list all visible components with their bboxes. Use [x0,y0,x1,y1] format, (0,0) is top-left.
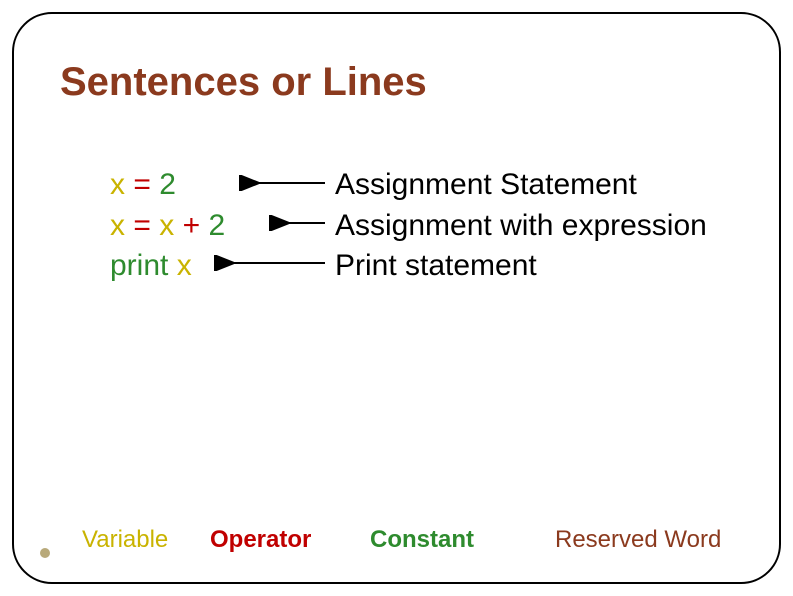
desc-3: Print statement [335,246,707,287]
op-eq: = [133,168,151,201]
code-line-1: x = 2 [110,165,225,206]
op-plus: + [183,209,201,242]
legend-constant: Constant [370,526,474,554]
var-x: x [110,168,125,201]
const-2: 2 [159,168,176,201]
code-block: x = 2 x = x + 2 print x [110,165,225,287]
bullet-icon [40,548,50,558]
legend-operator: Operator [210,526,311,554]
var-x: x [110,209,125,242]
legend-reserved: Reserved Word [555,526,721,554]
slide-title: Sentences or Lines [60,60,427,105]
desc-1: Assignment Statement [335,165,707,206]
const-2: 2 [208,209,225,242]
var-x: x [159,209,174,242]
var-x: x [177,249,192,282]
code-line-2: x = x + 2 [110,206,225,247]
code-line-3: print x [110,246,225,287]
op-eq: = [133,209,151,242]
legend-variable: Variable [82,526,168,554]
desc-2: Assignment with expression [335,206,707,247]
keyword-print: print [110,249,168,282]
description-block: Assignment Statement Assignment with exp… [335,165,707,287]
